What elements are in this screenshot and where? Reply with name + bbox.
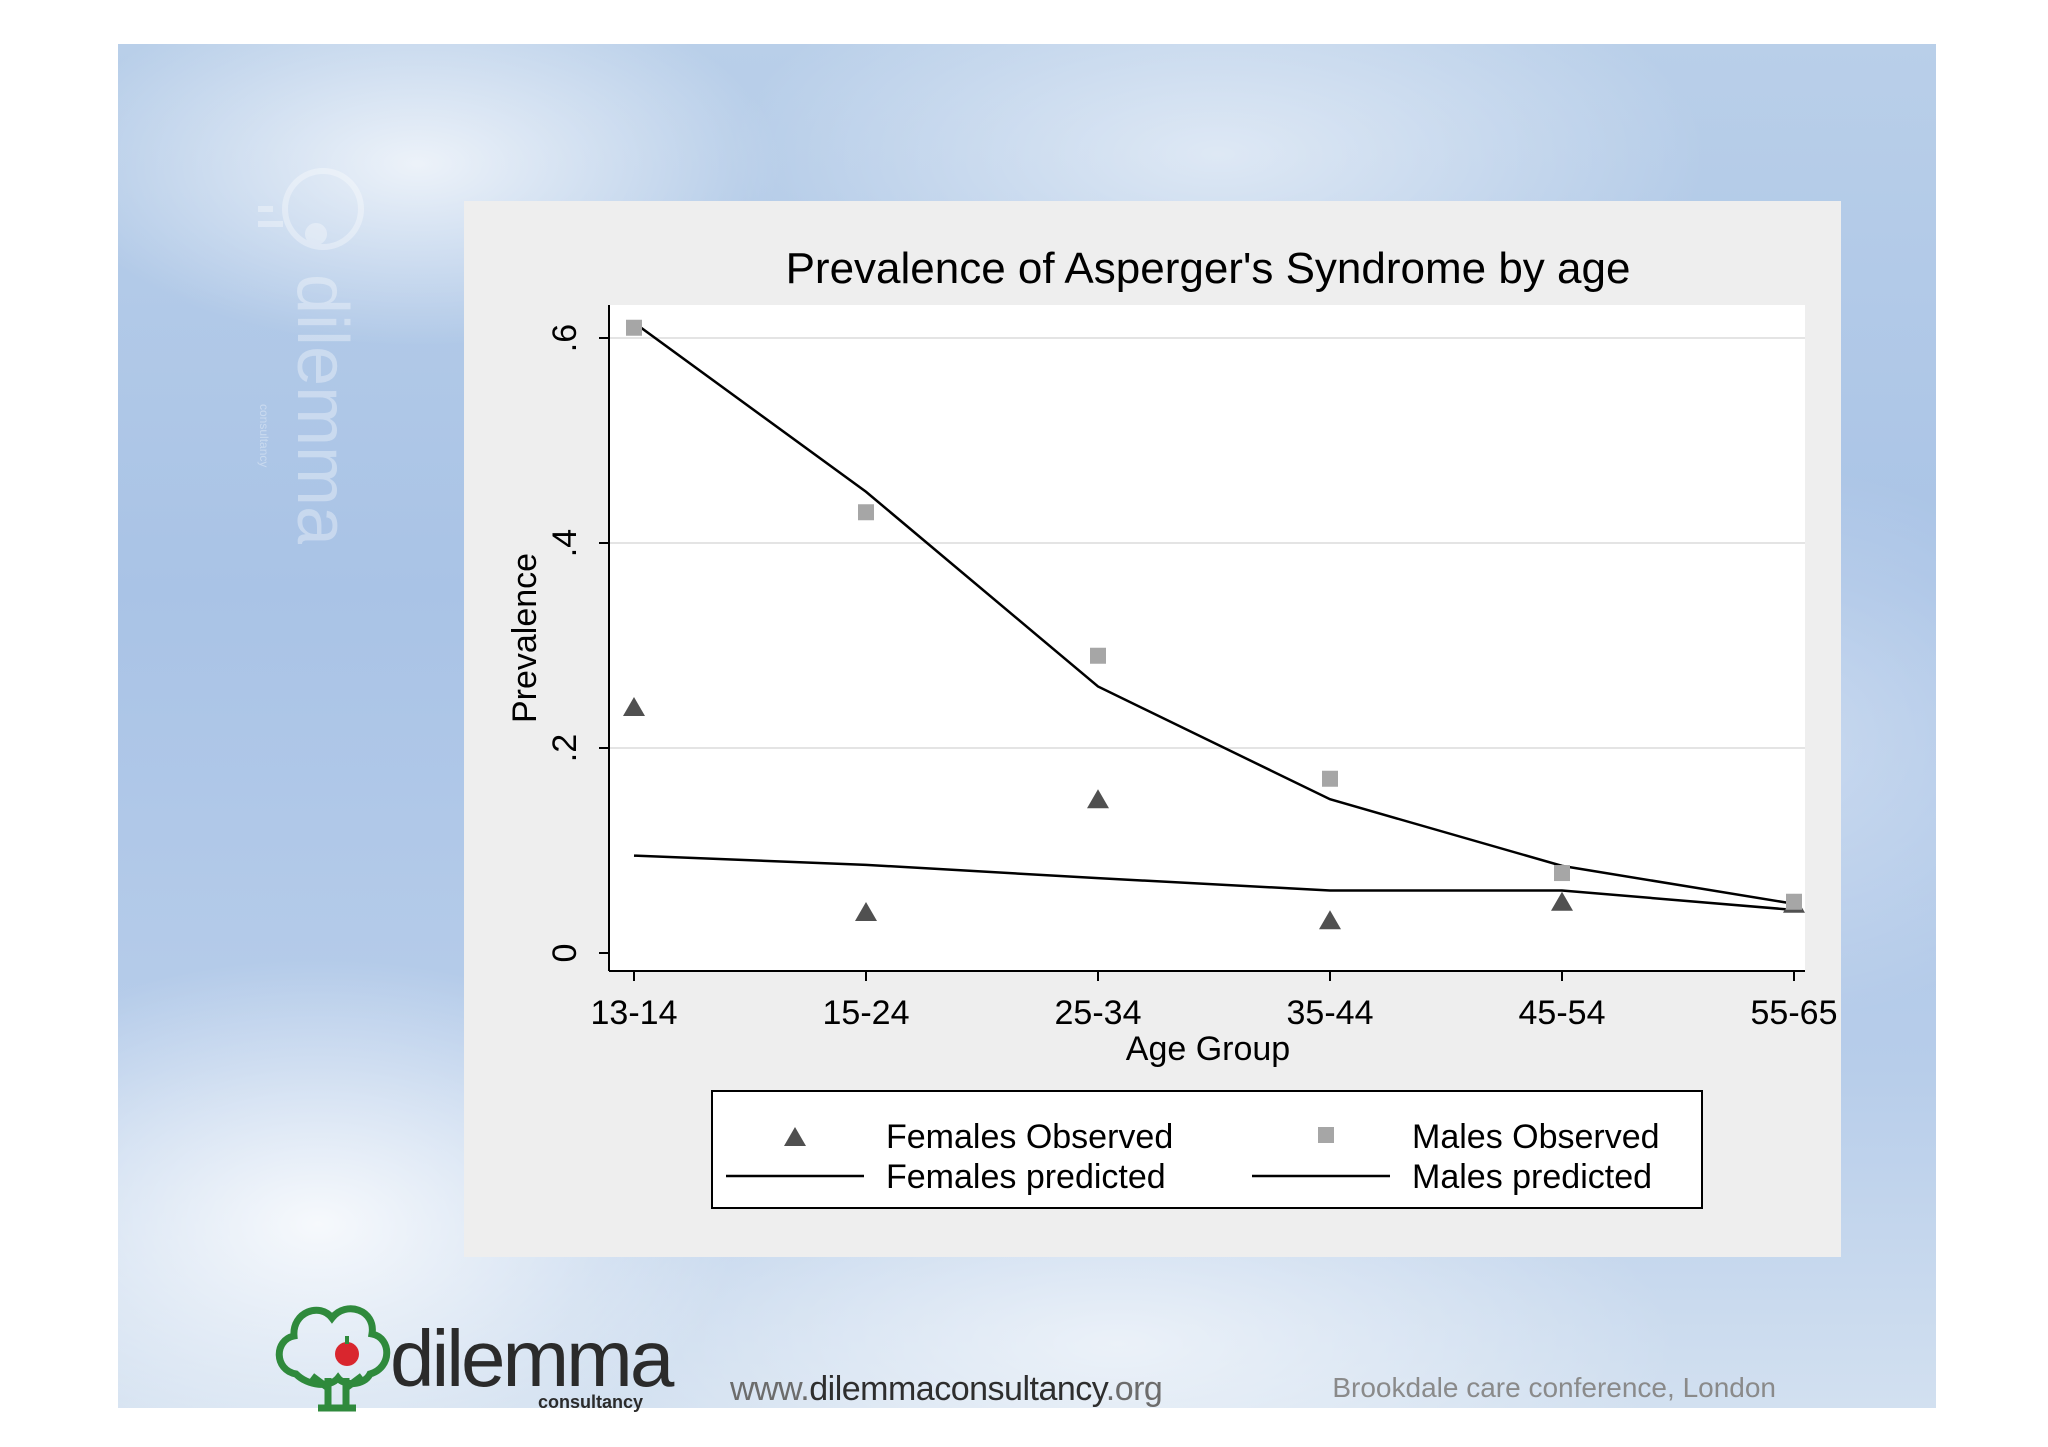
watermark-subtext: consultancy (257, 404, 271, 467)
female-observed-marker (1087, 789, 1109, 809)
axes: 0 .2 .4 .6 13-14 15-24 25-34 35-44 45-54 55-65 (546, 305, 1837, 1032)
female-observed-marker (623, 697, 645, 716)
tree-logo-icon (275, 1305, 391, 1412)
gridlines (609, 337, 1805, 749)
dilemma-watermark: dilemma consultancy (257, 168, 364, 544)
y-tick-label: 0 (546, 944, 584, 963)
logo-text: dilemma (390, 1314, 675, 1403)
male-observed-marker (626, 319, 642, 336)
female-observed-marker (855, 902, 877, 921)
males-predicted-line (633, 321, 1795, 906)
legend-females-observed: Females Observed (886, 1118, 1173, 1156)
male-observed-marker (1090, 647, 1106, 664)
y-tick-label: .4 (546, 529, 584, 557)
x-tick-label: 15-24 (823, 994, 910, 1032)
slide-background: dilemma consultancy Prevalence of Asperg… (118, 44, 1936, 1412)
x-tick-label: 25-34 (1055, 994, 1142, 1032)
legend-square-marker (1318, 1127, 1334, 1143)
apple-icon (335, 1342, 359, 1366)
event-caption: Brookdale care conference, London (1332, 1372, 1776, 1403)
x-tick-label: 55-65 (1751, 994, 1838, 1032)
logo-subtext: consultancy (538, 1392, 643, 1412)
x-tick-label: 45-54 (1519, 994, 1606, 1032)
chart-panel: Prevalence of Asperger's Syndrome by age… (464, 201, 1841, 1257)
legend-males-predicted: Males predicted (1412, 1158, 1652, 1196)
male-observed-marker (1322, 770, 1338, 787)
legend-triangle-marker (784, 1127, 806, 1146)
url-suffix: .org (1105, 1370, 1163, 1408)
x-tick-label: 35-44 (1287, 994, 1374, 1032)
x-tick-label: 13-14 (591, 994, 678, 1032)
x-axis-label: Age Group (1126, 1030, 1290, 1068)
female-observed-marker (1551, 891, 1573, 911)
legend-males-observed: Males Observed (1412, 1118, 1660, 1156)
prevalence-chart: Prevalence of Asperger's Syndrome by age… (506, 244, 1837, 1209)
y-tick-label: .6 (546, 324, 584, 352)
male-observed-marker (1786, 893, 1802, 910)
legend-box (711, 1090, 1703, 1209)
dilemma-logo: dilemma consultancy (275, 1305, 678, 1412)
chart-title: Prevalence of Asperger's Syndrome by age (786, 244, 1631, 293)
male-observed-marker (1554, 865, 1570, 882)
website-url[interactable]: www.dilemmaconsultancy.org (730, 1370, 1163, 1409)
url-prefix: www. (730, 1370, 810, 1408)
plot-area (609, 305, 1805, 971)
y-axis-label: Prevalence (506, 553, 544, 723)
y-tick-label: .2 (546, 734, 584, 762)
female-observed-marker (1319, 910, 1341, 930)
observed-markers (623, 319, 1805, 930)
legend: Females Observed Males Observed Females … (711, 1090, 1703, 1209)
watermark-text: dilemma (282, 274, 362, 544)
legend-females-predicted: Females predicted (886, 1158, 1166, 1196)
females-predicted-line (633, 854, 1795, 912)
predicted-lines (633, 321, 1795, 912)
tree-watermark-icon (258, 168, 364, 250)
url-domain: dilemmaconsultancy (809, 1370, 1106, 1408)
male-observed-marker (858, 504, 874, 521)
